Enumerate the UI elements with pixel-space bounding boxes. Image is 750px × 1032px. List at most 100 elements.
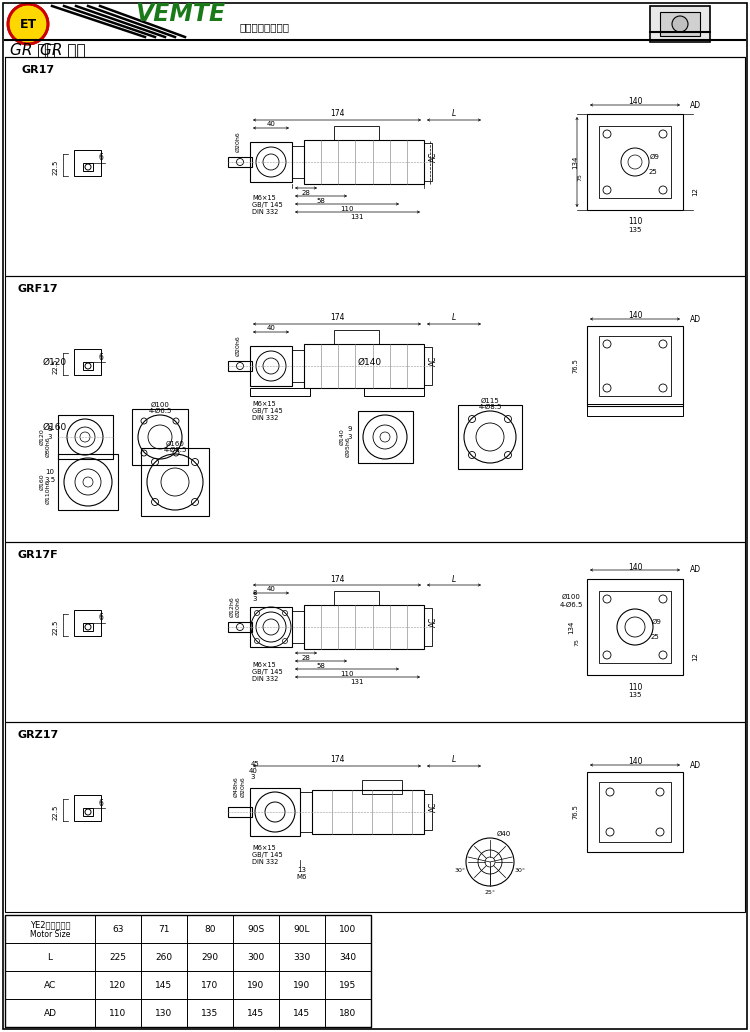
Text: AD: AD (689, 761, 700, 770)
Bar (250, 788, 300, 836)
Bar (424, 608, 432, 646)
Text: M6×15: M6×15 (252, 662, 276, 668)
Text: 28: 28 (302, 190, 310, 196)
Text: 140: 140 (628, 97, 642, 106)
Text: 3.5: 3.5 (44, 477, 56, 483)
Text: 9: 9 (348, 426, 352, 432)
Bar (424, 143, 432, 181)
Text: AD: AD (44, 1008, 56, 1018)
Bar (458, 405, 522, 469)
Text: GB/T 145: GB/T 145 (252, 202, 283, 208)
Text: AC: AC (44, 980, 56, 990)
Bar (599, 126, 671, 198)
Text: Ø115: Ø115 (481, 398, 500, 404)
Text: Ø9: Ø9 (650, 154, 660, 160)
Text: 10: 10 (46, 469, 55, 475)
Text: 22.5: 22.5 (53, 619, 58, 635)
Text: Motor Size: Motor Size (30, 930, 70, 939)
Bar (250, 142, 292, 182)
Bar (312, 791, 424, 834)
Bar (228, 622, 252, 632)
Text: M6×15: M6×15 (252, 845, 276, 851)
Text: 76.5: 76.5 (572, 358, 578, 374)
Text: L: L (452, 755, 456, 765)
Text: 40: 40 (266, 325, 275, 331)
Text: GR 系列: GR 系列 (40, 42, 86, 58)
Text: M6×15: M6×15 (252, 401, 276, 407)
Text: 8: 8 (253, 590, 257, 596)
Bar (5, 542, 745, 722)
Bar (587, 114, 683, 209)
Text: 190: 190 (248, 980, 265, 990)
Text: GB/T 145: GB/T 145 (252, 669, 283, 675)
Text: M6×15: M6×15 (252, 195, 276, 201)
Text: 22.5: 22.5 (53, 159, 58, 174)
Text: 75: 75 (574, 638, 580, 646)
Bar (362, 780, 402, 794)
Text: 4-Ø6.5: 4-Ø6.5 (560, 602, 583, 608)
Text: 131: 131 (350, 214, 364, 220)
Text: 90S: 90S (248, 925, 265, 934)
Text: Ø20h6: Ø20h6 (236, 596, 241, 617)
Text: 260: 260 (155, 953, 172, 962)
Text: Ø140: Ø140 (340, 428, 344, 446)
Text: 195: 195 (339, 980, 357, 990)
Text: 145: 145 (248, 1008, 265, 1018)
Text: 180: 180 (339, 1008, 357, 1018)
Text: 25°: 25° (484, 890, 496, 895)
Text: 340: 340 (340, 953, 356, 962)
Text: 110: 110 (340, 671, 354, 677)
Bar (74, 150, 100, 176)
Bar (599, 336, 671, 396)
Text: 135: 135 (628, 692, 642, 698)
Text: 170: 170 (201, 980, 219, 990)
Text: 140: 140 (628, 312, 642, 321)
Text: DIN 332: DIN 332 (252, 859, 278, 865)
Text: 130: 130 (155, 1008, 172, 1018)
Text: 100: 100 (339, 925, 357, 934)
Text: Ø120: Ø120 (43, 357, 67, 366)
Text: 190: 190 (293, 980, 310, 990)
Text: 6: 6 (98, 613, 104, 622)
Text: 8: 8 (48, 426, 52, 432)
Text: Ø160: Ø160 (40, 474, 44, 490)
Bar (58, 415, 113, 459)
Text: ET: ET (20, 18, 37, 31)
Bar (599, 591, 671, 663)
Bar (334, 591, 379, 605)
Text: GRF17: GRF17 (18, 284, 58, 294)
Text: 90L: 90L (294, 925, 310, 934)
Text: 225: 225 (110, 953, 127, 962)
Text: 75: 75 (578, 173, 583, 181)
Text: 140: 140 (628, 757, 642, 767)
Bar (250, 346, 292, 386)
Text: 杭州特威减速电机: 杭州特威减速电机 (240, 22, 290, 32)
Text: 110: 110 (110, 1008, 127, 1018)
Text: Ø160: Ø160 (166, 441, 184, 447)
Bar (83, 808, 93, 816)
Text: 134: 134 (568, 620, 574, 634)
Bar (599, 782, 671, 842)
Text: 40: 40 (248, 768, 257, 774)
Text: Ø9: Ø9 (652, 619, 662, 625)
Bar (5, 722, 745, 912)
Text: 300: 300 (248, 953, 265, 962)
Text: 71: 71 (158, 925, 170, 934)
Text: L: L (452, 109, 456, 119)
Text: 22.5: 22.5 (53, 804, 58, 819)
Text: AC: AC (428, 802, 437, 812)
Bar (334, 330, 379, 344)
Bar (300, 792, 312, 832)
Circle shape (672, 17, 688, 32)
Bar (5, 276, 745, 542)
Text: 30°: 30° (514, 868, 526, 872)
Text: 28: 28 (302, 655, 310, 662)
Text: 174: 174 (330, 755, 344, 765)
Text: 330: 330 (293, 953, 310, 962)
Bar (660, 12, 700, 36)
Text: Ø80h6: Ø80h6 (46, 437, 50, 457)
Text: Ø160: Ø160 (43, 422, 68, 431)
Text: GR17: GR17 (22, 65, 55, 75)
Text: 25: 25 (649, 169, 657, 175)
Text: Ø20h6: Ø20h6 (241, 777, 245, 798)
